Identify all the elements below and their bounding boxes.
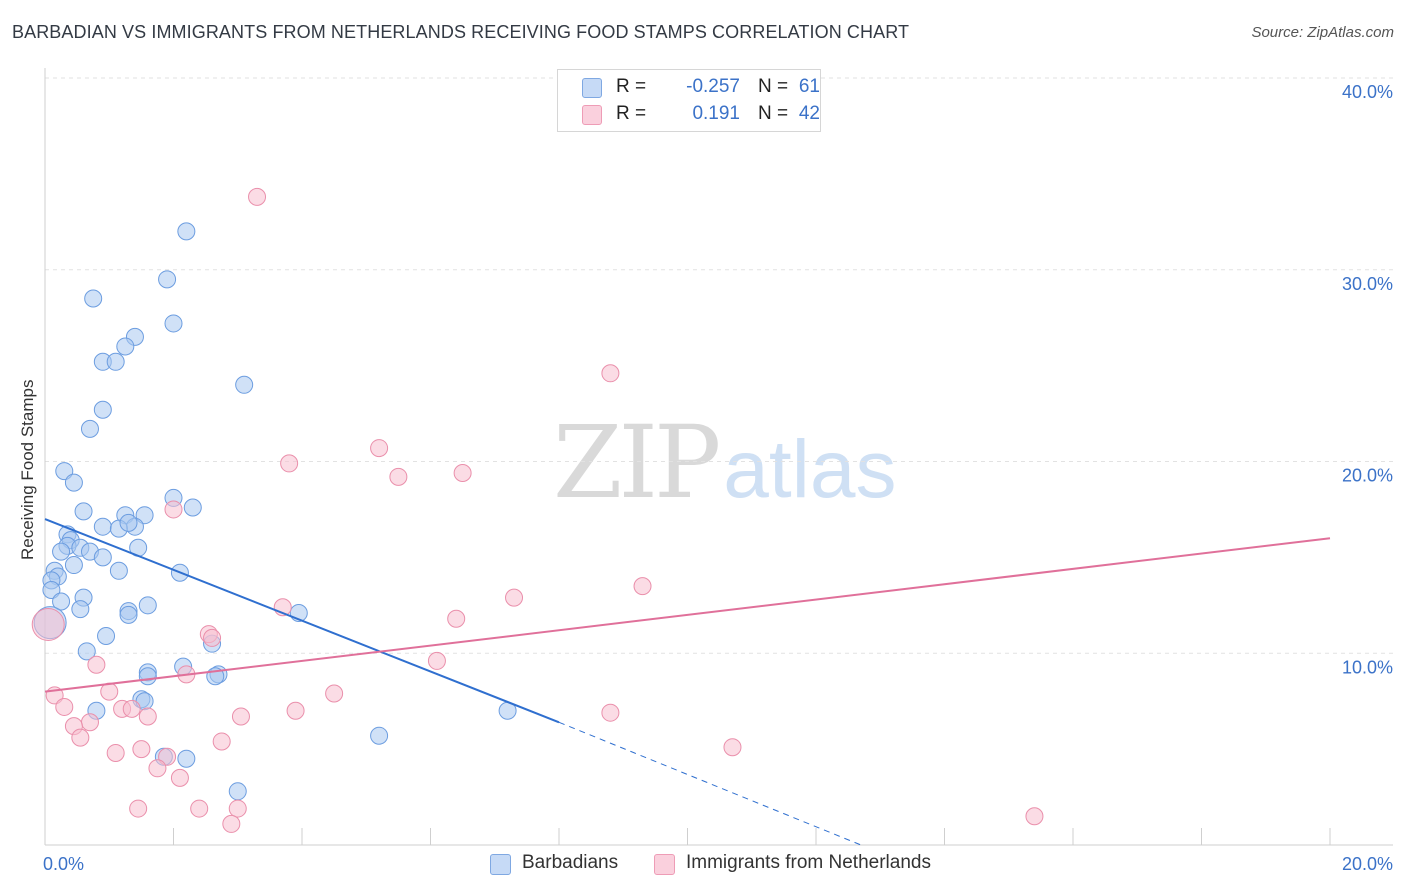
netherlands-point (122, 699, 141, 718)
barbadians-point (177, 222, 196, 241)
netherlands-point (55, 697, 74, 716)
barbadians-point (74, 502, 93, 521)
netherlands-point (203, 628, 222, 647)
y-axis-label: Receiving Food Stamps (18, 379, 37, 560)
series-swatch-netherlands (654, 854, 675, 875)
netherlands-point (170, 768, 189, 787)
legend-n-value: 61 (798, 76, 820, 97)
legend-n-value: 42 (798, 103, 820, 124)
series-label-netherlands: Immigrants from Netherlands (686, 852, 931, 873)
netherlands-point (601, 703, 620, 722)
barbadians-point (71, 600, 90, 619)
netherlands-point (280, 454, 299, 473)
netherlands-point (138, 707, 157, 726)
netherlands-point (427, 651, 446, 670)
legend-n-label: N = (758, 103, 789, 124)
x-tick-label: 20.0% (1342, 854, 1393, 874)
netherlands-point (71, 728, 90, 747)
barbadians-point (119, 513, 138, 532)
netherlands-point (505, 588, 524, 607)
series-legend: Barbadians Immigrants from Netherlands (0, 852, 1406, 878)
x-tick-label: 0.0% (43, 854, 84, 874)
barbadians-point (42, 580, 61, 599)
netherlands-point (453, 464, 472, 483)
barbadians-point (64, 473, 83, 492)
barbadians-point (52, 542, 71, 561)
barbadians-point (135, 506, 154, 525)
netherlands-point (106, 743, 125, 762)
y-tick-label: 20.0% (1342, 466, 1393, 486)
correlation-legend: R = -0.257 N = 61 R = 0.191 N = 42 (557, 69, 821, 132)
barbadians-point (93, 548, 112, 567)
netherlands-point (190, 799, 209, 818)
barbadians-point (119, 605, 138, 624)
barbadians-point (93, 517, 112, 536)
legend-r-label: R = (616, 76, 647, 97)
chart-title: BARBADIAN VS IMMIGRANTS FROM NETHERLANDS… (12, 22, 910, 42)
y-tick-label: 10.0% (1342, 657, 1393, 677)
barbadians-point (109, 561, 128, 580)
netherlands-point (31, 607, 65, 641)
netherlands-point (129, 799, 148, 818)
netherlands-point (447, 609, 466, 628)
netherlands-point (286, 701, 305, 720)
netherlands-point (231, 707, 250, 726)
netherlands-point (158, 747, 177, 766)
barbadians-point (55, 462, 74, 481)
netherlands-point (222, 814, 241, 833)
barbadians-point (164, 314, 183, 333)
barbadians-trend-line (44, 518, 560, 724)
source-credit: Source: ZipAtlas.com (1251, 24, 1394, 41)
barbadians-point (64, 556, 83, 575)
barbadians-point (158, 270, 177, 289)
netherlands-point (723, 738, 742, 757)
netherlands-point (325, 684, 344, 703)
netherlands-point (1025, 807, 1044, 826)
barbadians-point (106, 352, 125, 371)
y-tick-label: 40.0% (1342, 82, 1393, 102)
netherlands-point (100, 682, 119, 701)
series-label-barbadians: Barbadians (522, 852, 619, 873)
legend-r-label: R = (616, 103, 647, 124)
legend-swatch-netherlands (582, 105, 602, 125)
netherlands-point (370, 439, 389, 458)
barbadians-trend-extension (558, 721, 862, 846)
netherlands-point (228, 799, 247, 818)
netherlands-point (601, 364, 620, 383)
legend-r-value: -0.257 (686, 76, 740, 97)
barbadians-point (84, 289, 103, 308)
netherlands-trend-line (44, 537, 1331, 693)
netherlands-point (389, 467, 408, 486)
barbadians-point (228, 782, 247, 801)
netherlands-point (248, 187, 267, 206)
netherlands-point (633, 577, 652, 596)
barbadians-point (183, 498, 202, 517)
netherlands-point (212, 732, 231, 751)
series-swatch-barbadians (490, 854, 511, 875)
netherlands-point (80, 713, 99, 732)
y-tick-label: 30.0% (1342, 274, 1393, 294)
legend-r-value: 0.191 (692, 103, 740, 124)
netherlands-point (132, 740, 151, 759)
netherlands-point (87, 655, 106, 674)
barbadians-point (116, 337, 135, 356)
barbadians-point (52, 592, 71, 611)
barbadians-point (97, 626, 116, 645)
legend-swatch-barbadians (582, 78, 602, 98)
barbadians-point (138, 596, 157, 615)
netherlands-point (148, 759, 167, 778)
barbadians-point (77, 642, 96, 661)
netherlands-point (164, 500, 183, 519)
barbadians-point (80, 419, 99, 438)
legend-n-label: N = (758, 76, 789, 97)
barbadians-point (235, 375, 254, 394)
barbadians-point (177, 749, 196, 768)
barbadians-point (370, 726, 389, 745)
barbadians-point (93, 400, 112, 419)
barbadians-point (138, 667, 157, 686)
